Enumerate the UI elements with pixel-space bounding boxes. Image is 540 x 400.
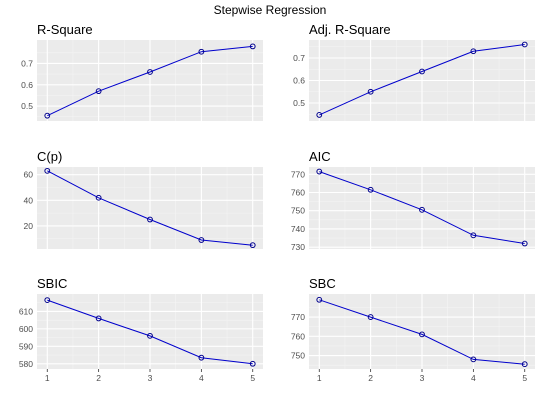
- y-tick-label: 0.5: [21, 101, 33, 111]
- x-tick-label: 5: [522, 373, 527, 383]
- y-tick-label: 20: [24, 221, 34, 231]
- x-tick-label: 1: [45, 373, 50, 383]
- chart-panel-3: C(p) 20 40 60: [24, 149, 263, 249]
- y-tick-label: 0.7: [293, 53, 305, 63]
- y-tick-label: 760: [291, 331, 305, 341]
- x-tick-label: 2: [96, 373, 101, 383]
- x-tick-label: 4: [471, 373, 476, 383]
- y-tick-label: 0.6: [293, 76, 305, 86]
- x-tick-label: 2: [368, 373, 373, 383]
- y-tick-label: 750: [291, 206, 305, 216]
- y-tick-label: 40: [24, 195, 34, 205]
- chart-panel-2: Adj. R-Square 0.5 0.6 0.7: [293, 22, 535, 121]
- chart-panel-1: R-Square 0.5 0.6 0.7: [21, 22, 263, 121]
- x-tick-label: 3: [420, 373, 425, 383]
- chart-panel-4: AIC 730 740 750 760 770: [291, 149, 535, 252]
- y-tick-label: 610: [19, 306, 33, 316]
- chart-panel-5: SBIC 580 590 600 610 1 2 3 4 5: [19, 276, 263, 383]
- y-tick-label: 580: [19, 359, 33, 369]
- y-tick-label: 0.7: [21, 58, 33, 68]
- panel-title: C(p): [37, 149, 62, 164]
- y-tick-label: 750: [291, 351, 305, 361]
- y-tick-label: 60: [24, 170, 34, 180]
- y-tick-label: 770: [291, 169, 305, 179]
- y-tick-label: 0.5: [293, 98, 305, 108]
- x-tick-label: 1: [317, 373, 322, 383]
- panel-title: AIC: [309, 149, 331, 164]
- panel-title: SBC: [309, 276, 336, 291]
- y-tick-label: 600: [19, 324, 33, 334]
- panel-title: SBIC: [37, 276, 67, 291]
- y-tick-label: 740: [291, 224, 305, 234]
- x-tick-label: 5: [250, 373, 255, 383]
- y-tick-label: 0.6: [21, 80, 33, 90]
- y-tick-label: 770: [291, 312, 305, 322]
- y-tick-label: 590: [19, 341, 33, 351]
- x-tick-label: 3: [148, 373, 153, 383]
- y-tick-label: 730: [291, 242, 305, 252]
- chart-panel-6: SBC 750 760 770 1 2 3 4 5: [291, 276, 535, 383]
- panel-title: Adj. R-Square: [309, 22, 391, 37]
- x-tick-label: 4: [199, 373, 204, 383]
- panel-title: R-Square: [37, 22, 93, 37]
- y-tick-label: 760: [291, 188, 305, 198]
